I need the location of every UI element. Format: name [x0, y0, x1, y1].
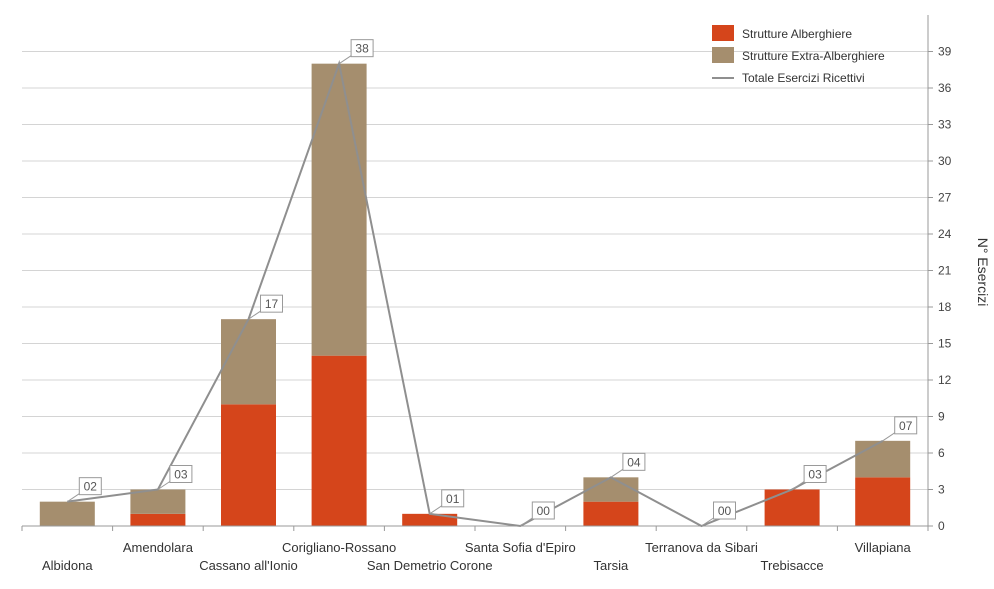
y-tick-label: 3 [938, 483, 945, 497]
bar-alberghiere [311, 355, 367, 526]
data-label-box [531, 501, 555, 520]
x-category-label: Tarsia [594, 558, 629, 573]
y-tick-label: 21 [938, 264, 952, 278]
data-label-box [350, 39, 374, 58]
data-label: 01 [446, 492, 460, 506]
data-label-box [713, 501, 736, 520]
data-label-box [803, 465, 827, 483]
category-labels: Albidona Amendolara Cassano all'Ionio Corig… [42, 540, 912, 573]
x-category-label: San Demetrio Corone [367, 558, 493, 573]
data-label-leader [701, 517, 714, 527]
y-tick-label: 0 [938, 519, 945, 533]
y-tick-label: 9 [938, 410, 945, 424]
legend-swatch [712, 25, 734, 41]
data-label-box [78, 477, 102, 496]
legend-label: Strutture Extra-Alberghiere [742, 49, 885, 63]
bar-extra-alberghiere [583, 477, 639, 502]
y-tick-label: 18 [938, 300, 952, 314]
bar-extra-alberghiere [39, 501, 95, 526]
y-tick-label: 27 [938, 191, 952, 205]
data-label: 02 [84, 480, 98, 494]
data-label-box [894, 416, 918, 435]
data-label-leader [791, 481, 805, 490]
y-tick-label: 15 [938, 337, 952, 351]
legend-swatch [712, 47, 734, 63]
x-category-label: Terranova da Sibari [645, 540, 758, 555]
data-label-box [169, 465, 193, 483]
y-tick-label: 33 [938, 118, 952, 132]
x-category-label: Corigliano-Rossano [282, 540, 396, 555]
total-line-path [67, 59, 884, 528]
data-label: 38 [355, 42, 369, 56]
gridlines [22, 51, 928, 490]
data-label: 07 [899, 419, 913, 433]
y-tick-label: 12 [938, 373, 952, 387]
data-label-box [441, 489, 465, 508]
legend-label: Totale Esercizi Ricettivi [742, 71, 865, 85]
y-tick-label: 39 [938, 45, 952, 59]
total-line [67, 59, 884, 528]
legend: Strutture Alberghiere Strutture Extra-Alb… [712, 25, 885, 85]
data-label-leader [157, 481, 171, 490]
bar-extra-alberghiere [311, 63, 367, 356]
y-tick-label: 6 [938, 446, 945, 460]
y-tick-label: 24 [938, 227, 952, 241]
data-label-leader [520, 517, 533, 527]
y-tick-label: 36 [938, 81, 952, 95]
bar-alberghiere [764, 489, 820, 526]
y-axis-title: N° Esercizi [975, 238, 991, 307]
bar-alberghiere [855, 477, 911, 526]
x-category-label: Trebisacce [761, 558, 824, 573]
data-label-box [260, 294, 283, 313]
bar-alberghiere [130, 513, 186, 526]
bar-extra-alberghiere [130, 489, 186, 514]
data-label-leader [610, 468, 624, 478]
data-label-leader [338, 55, 352, 65]
data-label-leader [67, 493, 80, 503]
y-tick-label: 30 [938, 154, 952, 168]
data-label: 00 [718, 504, 732, 518]
x-category-label: Albidona [42, 558, 93, 573]
bar-alberghiere [221, 404, 276, 526]
x-category-label: Santa Sofia d'Epiro [465, 540, 576, 555]
bar-alberghiere [402, 513, 458, 526]
data-label: 04 [627, 455, 641, 469]
data-label: 00 [537, 504, 551, 518]
data-label-leader [882, 432, 895, 442]
data-label: 03 [808, 468, 822, 482]
bar-extra-alberghiere [855, 440, 911, 478]
bar-extra-alberghiere [221, 319, 276, 405]
x-category-label: Amendolara [123, 540, 194, 555]
data-labels: 02 03 17 38 01 00 04 00 03 07 [67, 39, 918, 527]
data-label-box [622, 452, 646, 471]
data-label: 03 [174, 468, 188, 482]
bars [39, 63, 911, 526]
bar-alberghiere [583, 501, 639, 526]
x-category-label: Villapiana [855, 540, 912, 555]
legend-label: Strutture Alberghiere [742, 27, 852, 41]
data-label: 17 [265, 297, 279, 311]
data-label-leader [429, 505, 442, 515]
x-category-label: Cassano all'Ionio [199, 558, 298, 573]
data-label-leader [248, 310, 261, 320]
